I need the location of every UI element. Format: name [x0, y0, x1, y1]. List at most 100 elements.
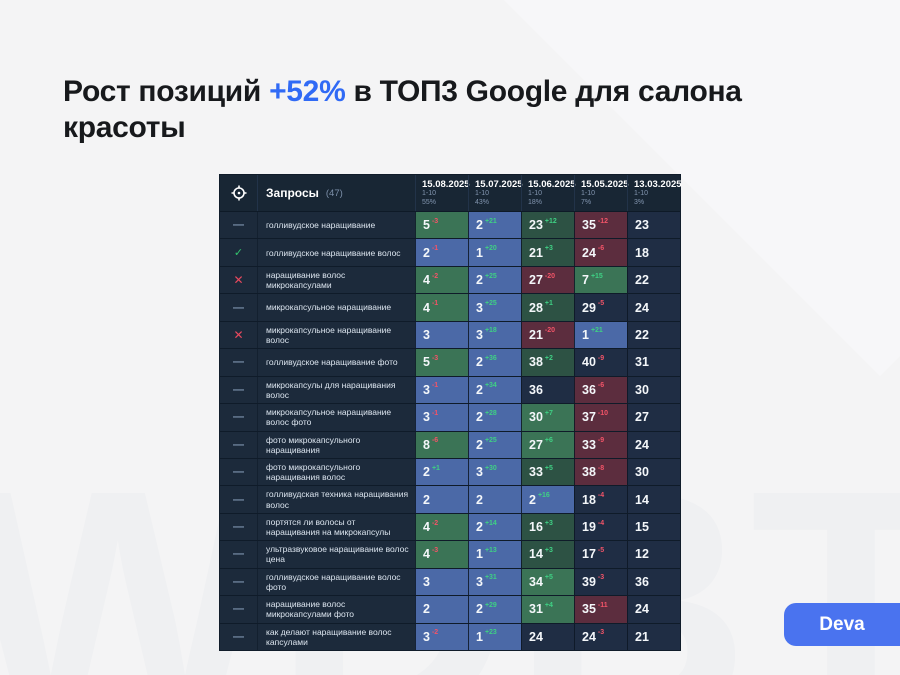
position-value: 2	[476, 382, 483, 397]
position-change: -11	[597, 601, 608, 609]
position-value: 7	[582, 273, 589, 288]
table-row: — голливудское наращивание фото 5 -3 2 +36 38 +…	[220, 349, 680, 377]
position-change: +36	[484, 354, 497, 362]
position-change: +34	[484, 382, 497, 390]
position-change: -1	[431, 409, 439, 417]
position-value: 40	[582, 355, 596, 370]
position-cell: 8 -6	[415, 431, 468, 458]
position-change: +20	[484, 245, 497, 253]
position-cell: 3 +31	[468, 568, 521, 596]
position-value: 12	[635, 547, 649, 562]
position-value: 3	[476, 465, 483, 480]
column-range: 1-10	[528, 190, 543, 197]
position-value: 23	[635, 218, 649, 233]
position-change: -5	[597, 300, 605, 308]
position-cell: 4 -2	[415, 266, 468, 294]
position-value: 30	[529, 410, 543, 425]
position-value: 2	[476, 410, 483, 425]
deva-badge-label: Deva	[819, 613, 865, 635]
position-value: 23	[529, 218, 543, 233]
table-row: — голливудское наращивание 5 -3 2 +21 23 +12 35-…	[220, 212, 680, 240]
position-cell: 3 -2	[415, 623, 468, 650]
position-value: 4	[423, 547, 430, 562]
query-label: ультразвуковое наращивание волос цена	[257, 541, 415, 568]
position-cell: 1 +21	[574, 321, 627, 349]
position-value: 36	[635, 574, 649, 589]
position-value: 2	[476, 218, 483, 233]
position-value: 39	[582, 574, 596, 589]
position-change: -9	[597, 437, 605, 445]
column-date: 15.06.2025	[528, 179, 576, 190]
query-label: фото микрокапсульного наращивания	[257, 431, 415, 458]
position-value: 38	[529, 355, 543, 370]
table-row: — как делают наращивание волос капсулами 3…	[220, 623, 680, 650]
position-cell: 3	[415, 568, 468, 596]
position-value: 21	[529, 327, 543, 342]
position-value: 24	[635, 437, 649, 452]
position-value: 5	[423, 218, 430, 233]
position-value: 37	[582, 410, 596, 425]
position-value: 16	[529, 520, 543, 535]
table-row: — фото микрокапсульного наращивания 8 -6 2 +2…	[220, 431, 680, 459]
position-change: -9	[597, 354, 605, 362]
position-change: +12	[544, 217, 557, 225]
position-cell: 1 +20	[468, 239, 521, 266]
column-date: 13.03.2025	[634, 179, 682, 190]
position-value: 1	[476, 245, 483, 260]
status-dash-icon: —	[233, 411, 244, 424]
position-change: +5	[544, 574, 553, 582]
position-change: +16	[537, 492, 550, 500]
position-cell: 2 -1	[415, 239, 468, 266]
query-label: голливудская техника наращивания волос	[257, 486, 415, 513]
table-row: — ультразвуковое наращивание волос цена 4-…	[220, 541, 680, 569]
position-value: 19	[582, 520, 596, 535]
position-change: +25	[484, 300, 497, 308]
deva-badge[interactable]: Deva	[784, 603, 900, 646]
position-cell: 31 +4	[521, 596, 574, 623]
position-cell: 2 +14	[468, 513, 521, 541]
position-value: 3	[476, 300, 483, 315]
column-percent: 3%	[634, 198, 645, 206]
table-body: — голливудское наращивание 5 -3 2 +21 23 +12 35-…	[220, 212, 680, 650]
query-label: голливудское наращивание	[257, 212, 415, 239]
position-value: 24	[635, 602, 649, 617]
position-value: 2	[423, 245, 430, 260]
query-label: голливудское наращивание фото	[257, 349, 415, 376]
position-value: 24	[582, 629, 596, 644]
status-dash-icon: —	[233, 575, 244, 588]
position-value: 5	[423, 355, 430, 370]
position-value: 14	[635, 492, 649, 507]
position-value: 35	[582, 602, 596, 617]
column-percent: 55%	[422, 198, 437, 206]
title-text: в ТОП3 Google для салона красоты	[63, 75, 742, 144]
query-label: микрокапсульное наращивание волос	[257, 321, 415, 349]
position-change: +18	[484, 327, 497, 335]
position-change: -20	[544, 272, 556, 280]
table-row: — голливудское наращивание волос фото 3 3 +3…	[220, 568, 680, 597]
position-cell: 28 +1	[521, 294, 574, 321]
position-change: -4	[597, 519, 605, 527]
status-dash-icon: —	[233, 603, 244, 616]
position-cell: 2 +25	[468, 266, 521, 294]
position-change: +2	[544, 354, 553, 362]
position-cell: 18 -4	[574, 486, 627, 513]
position-cell: 24 -3	[574, 623, 627, 650]
position-cell: 3	[415, 321, 468, 349]
position-cell: 2 +29	[468, 596, 521, 623]
position-value: 29	[582, 300, 596, 315]
status-dash-icon: —	[233, 438, 244, 451]
date-column-header: 13.03.2025 1-10 3%	[627, 175, 682, 211]
status-cross-icon: ✕	[233, 327, 244, 342]
position-value: 4	[423, 300, 430, 315]
queries-count: (47)	[325, 187, 343, 199]
position-cell: 36	[627, 568, 680, 596]
status-dash-icon: —	[233, 383, 244, 396]
position-change: -5	[597, 546, 605, 554]
query-label: как делают наращивание волос капсулами	[257, 623, 415, 650]
position-cell: 2	[415, 596, 468, 623]
position-change: +14	[484, 519, 497, 527]
position-value: 3	[476, 327, 483, 342]
position-value: 24	[582, 245, 596, 260]
position-value: 14	[529, 547, 543, 562]
position-value: 18	[582, 492, 596, 507]
